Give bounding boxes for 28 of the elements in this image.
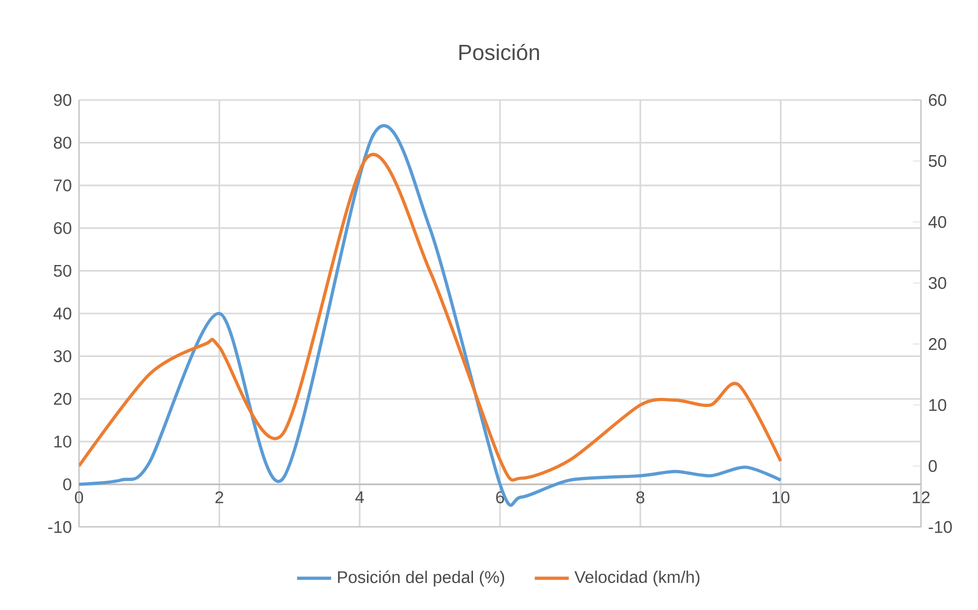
y2-tick-label: 60 [928, 94, 946, 106]
x-tick-label: 0 [74, 491, 84, 504]
legend-label: Posición del pedal (%) [338, 570, 504, 586]
x-tick-label: 10 [772, 491, 790, 504]
y2-tick-label: 40 [928, 216, 946, 228]
y-tick-label: 10 [54, 436, 72, 448]
y-tick-label: 0 [63, 478, 72, 490]
y-tick-label: 30 [54, 350, 72, 362]
y-tick-label: -10 [48, 521, 72, 533]
x-tick-label: 4 [355, 491, 364, 503]
x-tick-label: 8 [636, 491, 644, 504]
y2-tick-label: 20 [928, 338, 946, 350]
y2-tick-label: -10 [928, 521, 952, 533]
y2-tick-label: 0 [928, 460, 937, 472]
y2-tick-label: 10 [929, 399, 946, 411]
y-tick-label: 40 [54, 308, 72, 320]
y-tick-label: 80 [54, 136, 72, 149]
y2-tick-label: 50 [928, 155, 946, 167]
y-tick-label: 60 [54, 222, 72, 234]
y-tick-label: 20 [54, 392, 72, 405]
y2-tick-label: 30 [928, 277, 946, 289]
legend-label: Velocidad (km/h) [574, 570, 700, 586]
x-tick-label: 12 [912, 491, 930, 504]
x-tick-label: 2 [215, 491, 224, 504]
y-tick-label: 50 [54, 264, 72, 277]
y-tick-label: 90 [54, 94, 72, 106]
chart-title: Posición [459, 44, 539, 60]
y-tick-label: 70 [54, 179, 72, 192]
